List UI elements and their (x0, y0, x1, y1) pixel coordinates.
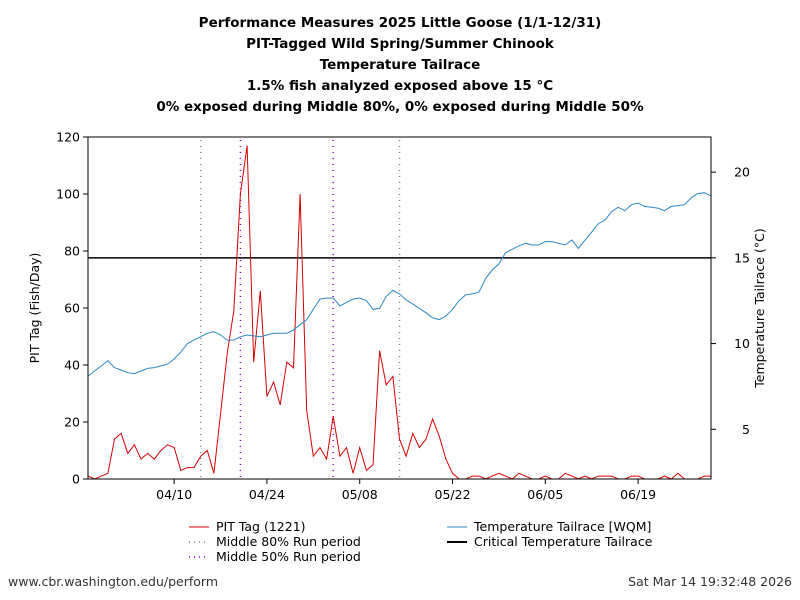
legend-critical: Critical Temperature Tailrace (474, 534, 653, 549)
y-tick-label: 20 (64, 415, 80, 430)
y2-tick-label: 10 (734, 336, 750, 351)
y2-tick-label: 5 (742, 422, 750, 437)
legend-middle-80: Middle 80% Run period (216, 534, 361, 549)
x-tick-label: 04/10 (156, 487, 192, 502)
chart-subtitle-species: PIT-Tagged Wild Spring/Summer Chinook (246, 36, 554, 52)
footer-timestamp: Sat Mar 14 19:32:48 2026 (628, 574, 792, 589)
x-tick-label: 06/19 (620, 487, 656, 502)
y2-tick-label: 15 (734, 250, 750, 265)
y-tick-label: 0 (72, 472, 80, 487)
y-tick-label: 80 (64, 244, 80, 259)
chart-title: Performance Measures 2025 Little Goose (… (198, 15, 602, 31)
y-tick-label: 60 (64, 301, 80, 316)
footer-url[interactable]: www.cbr.washington.edu/perform (8, 574, 219, 589)
y-tick-label: 100 (56, 187, 80, 202)
chart-subtitle-exposure: 1.5% fish analyzed exposed above 15 °C (246, 78, 554, 94)
x-tick-label: 04/24 (249, 487, 285, 502)
y2-tick-label: 20 (734, 165, 750, 180)
legend-pit-tag: PIT Tag (1221) (216, 519, 306, 534)
temperature-line (87, 192, 712, 377)
y-axis-label: PIT Tag (Fish/Day) (27, 253, 42, 364)
legend-middle-50: Middle 50% Run period (216, 549, 361, 564)
x-tick-label: 05/08 (342, 487, 378, 502)
x-tick-label: 06/05 (527, 487, 563, 502)
x-tick-label: 05/22 (435, 487, 471, 502)
pit-tag-line (87, 145, 711, 480)
chart-subtitle-middle-exposure: 0% exposed during Middle 80%, 0% exposed… (156, 99, 644, 115)
y-tick-label: 120 (56, 130, 80, 145)
y2-axis-label: Temperature Tailrace (°C) (752, 228, 767, 388)
y-tick-label: 40 (64, 358, 80, 373)
chart-subtitle-measure: Temperature Tailrace (319, 57, 481, 73)
legend-temperature: Temperature Tailrace [WQM] (474, 519, 652, 534)
plot-frame (87, 136, 712, 480)
